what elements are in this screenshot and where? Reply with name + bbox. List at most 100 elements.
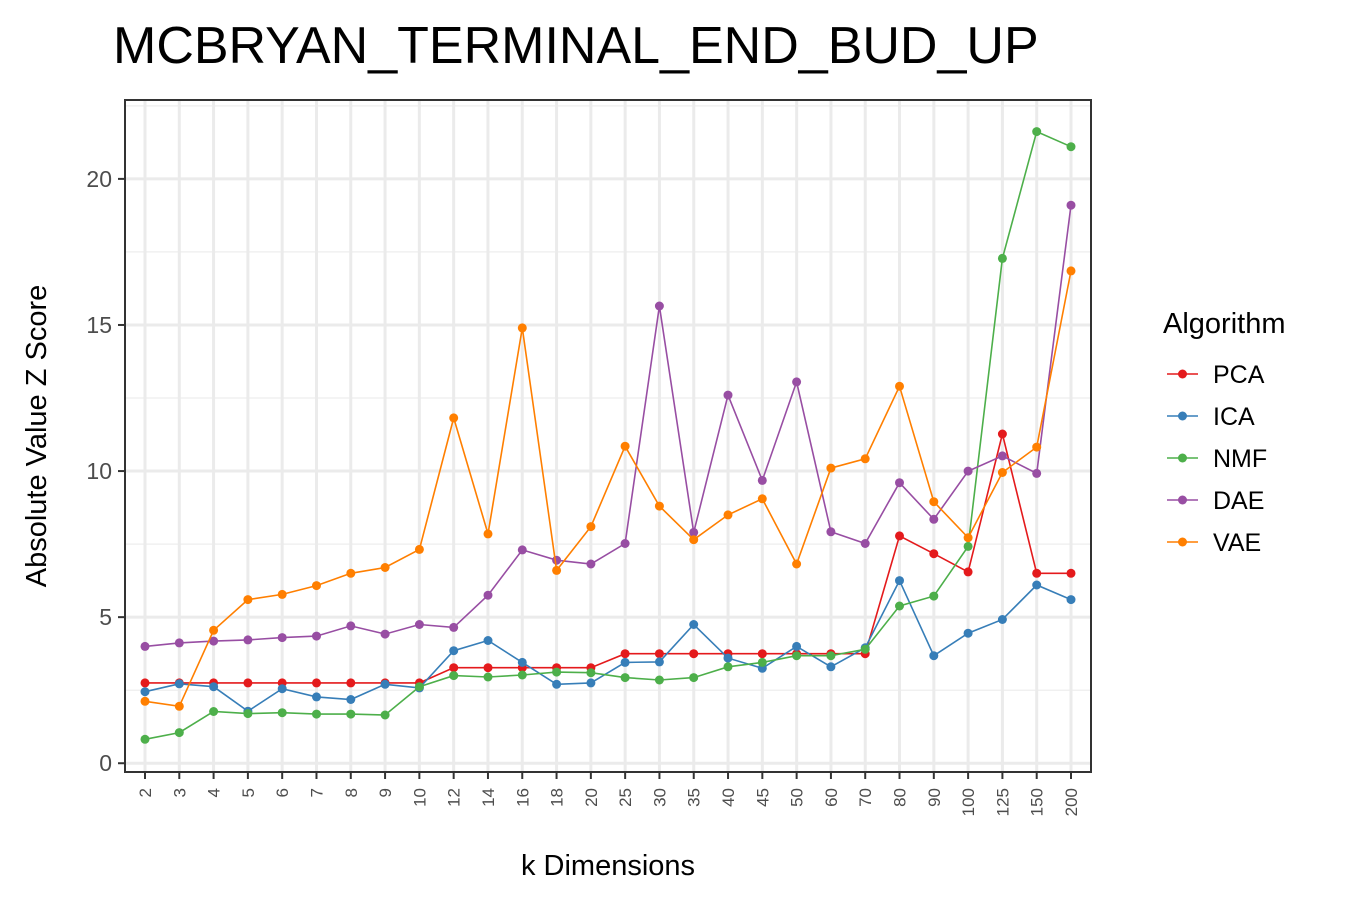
point-pca bbox=[997, 429, 1007, 439]
x-tick-label: 2 bbox=[136, 788, 155, 797]
point-nmf bbox=[517, 670, 527, 680]
point-dae bbox=[586, 559, 596, 569]
point-nmf bbox=[689, 673, 699, 683]
point-ica bbox=[449, 646, 459, 656]
point-nmf bbox=[449, 671, 459, 681]
point-nmf bbox=[1066, 142, 1076, 152]
x-tick-label: 14 bbox=[479, 788, 498, 807]
legend-item-dae: DAE bbox=[1167, 487, 1264, 515]
x-tick-label: 90 bbox=[925, 788, 944, 807]
point-nmf bbox=[757, 657, 767, 667]
point-ica bbox=[963, 628, 973, 638]
legend-key-point bbox=[1178, 495, 1187, 505]
point-pca bbox=[243, 678, 253, 688]
legend-label: PCA bbox=[1213, 361, 1265, 389]
legend-item-vae: VAE bbox=[1167, 529, 1261, 557]
point-vae bbox=[552, 565, 562, 575]
x-tick-label: 9 bbox=[376, 788, 395, 797]
point-nmf bbox=[929, 591, 939, 601]
point-vae bbox=[860, 454, 870, 464]
point-vae bbox=[1032, 442, 1042, 452]
point-dae bbox=[929, 514, 939, 524]
x-tick-label: 7 bbox=[307, 788, 326, 797]
point-ica bbox=[654, 657, 664, 667]
point-nmf bbox=[654, 675, 664, 685]
point-dae bbox=[517, 545, 527, 555]
point-pca bbox=[929, 549, 939, 559]
legend-key-point bbox=[1178, 453, 1187, 463]
legend-item-pca: PCA bbox=[1167, 361, 1265, 389]
point-dae bbox=[895, 478, 904, 488]
point-pca bbox=[895, 531, 904, 541]
point-nmf bbox=[860, 644, 870, 654]
y-tick-label: 20 bbox=[86, 166, 112, 192]
grid-major bbox=[125, 100, 1091, 772]
point-nmf bbox=[380, 710, 390, 720]
x-tick-label: 5 bbox=[239, 788, 258, 797]
point-dae bbox=[620, 539, 630, 548]
point-dae bbox=[826, 527, 836, 537]
x-tick-label: 25 bbox=[616, 788, 635, 807]
y-tick-label: 0 bbox=[99, 750, 112, 776]
point-ica bbox=[826, 662, 836, 672]
point-dae bbox=[243, 635, 253, 645]
point-vae bbox=[997, 468, 1007, 477]
x-axis: 2 3 4 5 6 7 8 9 10 12 14 16 18 20 25 30 35 40 45 50 60 70 80 90… bbox=[136, 772, 1081, 816]
point-pca bbox=[757, 649, 767, 659]
point-vae bbox=[586, 522, 596, 532]
point-vae bbox=[346, 568, 356, 578]
point-pca bbox=[620, 649, 630, 659]
x-tick-label: 60 bbox=[822, 788, 841, 807]
y-tick-label: 5 bbox=[99, 604, 112, 630]
chart-title: MCBRYAN_TERMINAL_END_BUD_UP bbox=[113, 17, 1039, 75]
y-tick-label: 10 bbox=[86, 458, 112, 484]
point-pca bbox=[140, 678, 150, 688]
point-vae bbox=[380, 563, 390, 572]
series-group bbox=[140, 127, 1076, 744]
point-vae bbox=[209, 625, 219, 635]
point-dae bbox=[449, 622, 459, 632]
point-nmf bbox=[346, 709, 356, 719]
point-ica bbox=[689, 620, 699, 629]
point-ica bbox=[792, 641, 802, 651]
point-ica bbox=[140, 687, 150, 697]
point-nmf bbox=[895, 601, 904, 611]
point-nmf bbox=[209, 707, 219, 716]
point-nmf bbox=[414, 682, 424, 692]
legend-key-point bbox=[1178, 537, 1187, 547]
point-vae bbox=[277, 589, 287, 599]
x-tick-label: 70 bbox=[856, 788, 875, 807]
legend-key-point bbox=[1178, 369, 1187, 379]
point-pca bbox=[312, 678, 321, 688]
point-vae bbox=[174, 701, 184, 711]
x-tick-label: 35 bbox=[685, 788, 704, 807]
point-nmf bbox=[997, 253, 1007, 263]
legend-label: ICA bbox=[1213, 403, 1255, 431]
point-vae bbox=[757, 494, 767, 504]
point-nmf bbox=[140, 734, 150, 744]
legend-key-point bbox=[1178, 411, 1187, 421]
point-vae bbox=[654, 501, 664, 511]
point-dae bbox=[483, 590, 493, 600]
point-ica bbox=[312, 692, 321, 702]
x-tick-label: 12 bbox=[445, 788, 464, 807]
legend-item-nmf: NMF bbox=[1167, 445, 1267, 473]
point-dae bbox=[997, 451, 1007, 461]
point-nmf bbox=[963, 541, 973, 551]
point-ica bbox=[483, 636, 493, 645]
x-tick-label: 30 bbox=[650, 788, 669, 807]
point-nmf bbox=[620, 673, 630, 683]
series-line-ica bbox=[144, 578, 1072, 713]
point-nmf bbox=[243, 709, 253, 719]
x-tick-label: 45 bbox=[753, 788, 772, 807]
point-dae bbox=[209, 636, 219, 646]
x-tick-label: 18 bbox=[548, 788, 567, 807]
x-tick-label: 4 bbox=[205, 788, 224, 797]
series-line-nmf bbox=[144, 130, 1072, 741]
x-tick-label: 40 bbox=[719, 788, 738, 807]
point-pca bbox=[1032, 568, 1042, 578]
point-dae bbox=[552, 555, 562, 565]
point-dae bbox=[654, 301, 664, 311]
point-pca bbox=[483, 663, 493, 673]
point-ica bbox=[1032, 580, 1042, 590]
